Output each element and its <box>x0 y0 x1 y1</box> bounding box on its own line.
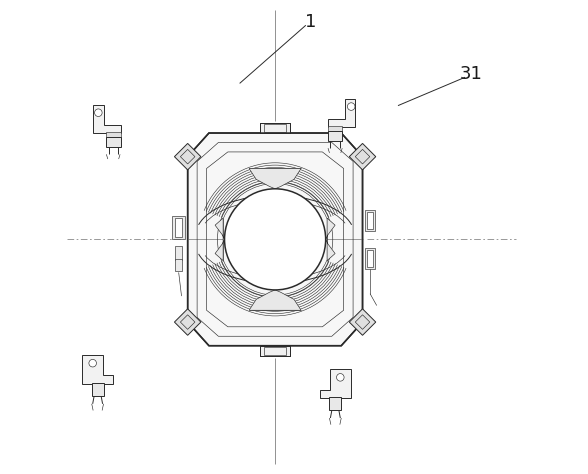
Text: 1: 1 <box>305 13 316 31</box>
Circle shape <box>89 359 96 367</box>
Polygon shape <box>93 105 121 133</box>
Polygon shape <box>326 218 335 261</box>
Bar <box>106 137 121 147</box>
Bar <box>328 126 342 132</box>
Polygon shape <box>349 309 376 335</box>
Bar <box>260 346 290 356</box>
Polygon shape <box>249 290 301 310</box>
Bar <box>367 212 373 229</box>
Bar <box>106 132 121 138</box>
Polygon shape <box>215 218 225 261</box>
Circle shape <box>95 109 102 117</box>
Polygon shape <box>175 309 201 335</box>
Bar <box>175 246 182 260</box>
Polygon shape <box>249 168 301 189</box>
Bar <box>172 216 185 239</box>
Polygon shape <box>188 133 363 346</box>
Bar <box>260 123 290 133</box>
Bar <box>328 131 342 141</box>
Circle shape <box>348 103 355 110</box>
Polygon shape <box>82 355 113 383</box>
Bar <box>265 347 286 355</box>
Bar <box>260 346 290 356</box>
Polygon shape <box>349 144 376 170</box>
Bar <box>365 210 375 231</box>
Polygon shape <box>320 369 350 398</box>
Circle shape <box>336 374 344 381</box>
Bar <box>365 248 375 269</box>
Polygon shape <box>175 144 201 170</box>
Polygon shape <box>328 99 355 127</box>
Bar <box>265 124 286 132</box>
Bar <box>92 383 103 396</box>
Text: 31: 31 <box>460 65 483 83</box>
Bar <box>367 250 373 267</box>
Bar <box>175 218 182 237</box>
Circle shape <box>225 189 326 290</box>
Bar <box>175 259 182 271</box>
Bar <box>260 123 290 133</box>
Bar <box>329 397 341 410</box>
